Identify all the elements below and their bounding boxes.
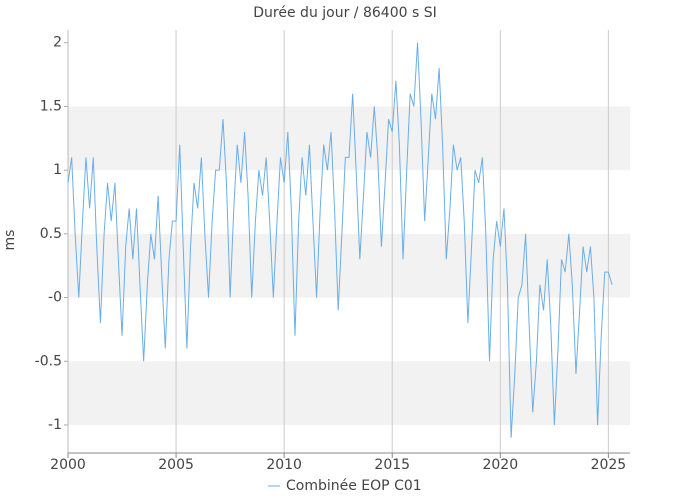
chart-title: Durée du jour / 86400 s SI <box>253 5 436 21</box>
y-tick-label: 2 <box>53 35 62 51</box>
y-tick-label: 1 <box>53 162 62 178</box>
data-line <box>67 42 613 438</box>
grid-band <box>68 106 630 171</box>
y-tick-label: -1 <box>48 417 62 433</box>
y-axis-label: ms <box>2 230 18 251</box>
y-tick-label: 0.5 <box>40 226 62 242</box>
x-tick-label: 2005 <box>158 457 194 473</box>
y-tick-label: -0.5 <box>35 353 62 369</box>
y-tick-label: -0 <box>48 290 62 306</box>
x-tick-label: 2015 <box>374 457 410 473</box>
legend-label: Combinée EOP C01 <box>286 478 422 494</box>
x-tick-label: 2025 <box>591 457 627 473</box>
grid-band <box>68 361 630 425</box>
x-tick-label: 2020 <box>482 457 518 473</box>
x-tick-label: 2010 <box>266 457 302 473</box>
x-tick-label: 2000 <box>50 457 86 473</box>
y-tick-label: 1.5 <box>40 98 62 114</box>
